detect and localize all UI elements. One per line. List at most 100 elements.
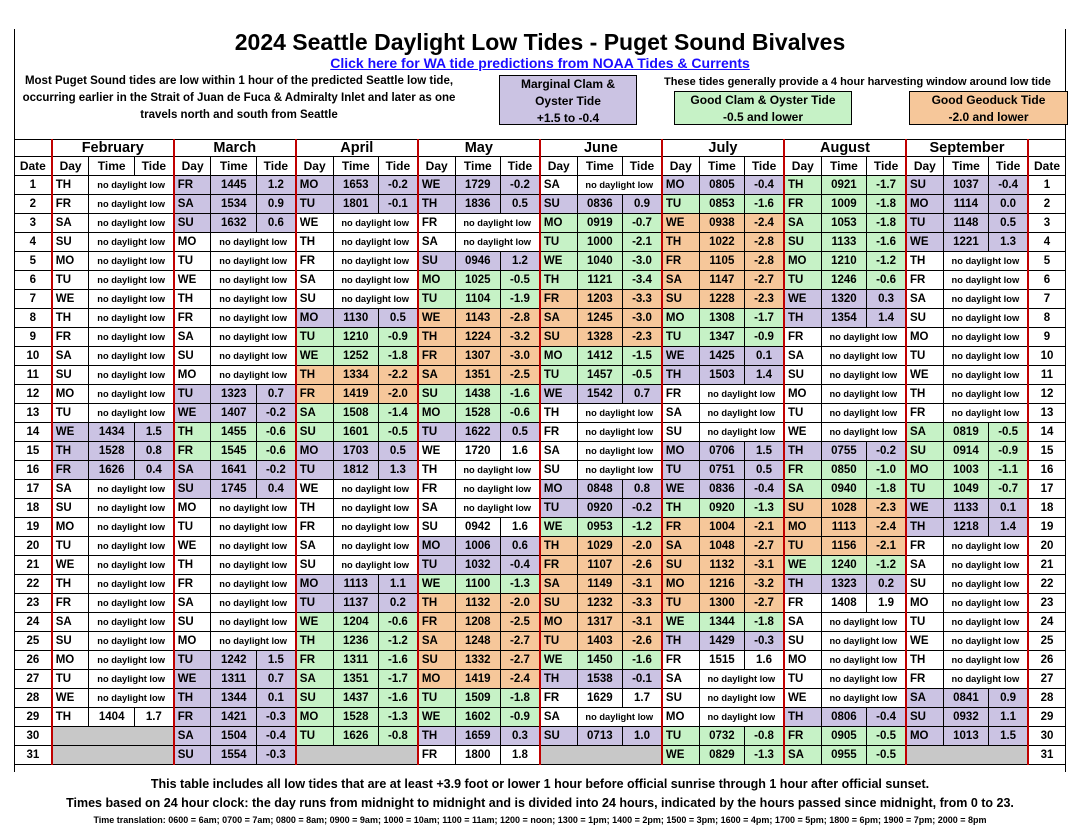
no-daylight-low-cell: no daylight low bbox=[88, 365, 175, 385]
month-header: May bbox=[416, 139, 541, 157]
tide-timing-note: Most Puget Sound tides are low within 1 … bbox=[22, 75, 456, 121]
day-cell: TU bbox=[294, 194, 334, 214]
time-cell: 0920 bbox=[698, 498, 746, 518]
tide-height-cell: 0.1 bbox=[255, 688, 297, 708]
table-row: 3 SA no daylight low SU 1632 0.6 WE no daylight… bbox=[13, 213, 1067, 233]
day-cell: MO bbox=[782, 251, 822, 271]
time-cell: 1245 bbox=[576, 308, 624, 328]
no-daylight-low-cell: no daylight low bbox=[210, 574, 297, 594]
tide-height-cell: 1.5 bbox=[255, 650, 297, 670]
legend-marginal-line1: Marginal Clam & bbox=[520, 77, 616, 91]
no-daylight-low-cell: no daylight low bbox=[210, 555, 297, 575]
no-daylight-low-cell: no daylight low bbox=[942, 631, 1029, 651]
day-cell: SU bbox=[904, 175, 944, 195]
tide-column-header: Tide bbox=[255, 156, 297, 176]
day-cell: TU bbox=[782, 669, 822, 689]
time-cell: 1300 bbox=[698, 593, 746, 613]
day-cell: SU bbox=[538, 460, 578, 480]
table-row: 12 MO no daylight low TU 1323 0.7 FR 1419 -2.0 SU… bbox=[13, 384, 1067, 404]
footer-time-translation: Time translation: 0600 = 6am; 0700 = 7am… bbox=[93, 815, 987, 825]
day-cell: FR bbox=[538, 289, 578, 309]
legend-marginal-range: +1.5 to -0.4 bbox=[536, 111, 600, 125]
tide-height-cell: -1.4 bbox=[377, 403, 419, 423]
tide-height-cell: -2.8 bbox=[744, 251, 785, 271]
tide-height-cell: -3.0 bbox=[622, 308, 663, 328]
day-cell: WE bbox=[660, 479, 700, 499]
day-cell: SA bbox=[172, 726, 212, 746]
date-cell: 15 bbox=[1027, 441, 1067, 461]
tide-height-cell: 0.8 bbox=[133, 441, 175, 461]
time-cell: 1204 bbox=[332, 612, 379, 632]
noaa-tide-link[interactable]: Click here for WA tide predictions from … bbox=[330, 55, 750, 71]
no-daylight-low-cell: no daylight low bbox=[210, 365, 297, 385]
day-cell: TH bbox=[660, 232, 700, 252]
time-cell: 1419 bbox=[454, 669, 502, 689]
day-cell: SU bbox=[660, 555, 700, 575]
day-cell: SA bbox=[50, 213, 90, 233]
tide-height-cell: 0.1 bbox=[744, 346, 785, 366]
time-column-header: Time bbox=[454, 156, 502, 176]
no-daylight-low-cell: no daylight low bbox=[820, 403, 907, 423]
no-daylight-low-cell: no daylight low bbox=[942, 384, 1029, 404]
date-cell: 20 bbox=[1027, 536, 1067, 556]
time-cell: 1218 bbox=[942, 517, 990, 537]
time-cell: 1137 bbox=[332, 593, 379, 613]
no-daylight-low-cell: no daylight low bbox=[820, 650, 907, 670]
time-column-header: Time bbox=[942, 156, 990, 176]
day-cell: SU bbox=[50, 365, 90, 385]
date-cell: 19 bbox=[1027, 517, 1067, 537]
day-cell: TH bbox=[172, 289, 212, 309]
time-cell: 1334 bbox=[332, 365, 379, 385]
table-row: 10 SA no daylight low SU no daylight low WE 12… bbox=[13, 346, 1067, 366]
day-cell: MO bbox=[660, 574, 700, 594]
time-cell: 1800 bbox=[454, 745, 502, 765]
tide-column-header: Tide bbox=[866, 156, 907, 176]
time-cell: 1032 bbox=[454, 555, 502, 575]
no-daylight-low-cell: no daylight low bbox=[820, 384, 907, 404]
day-cell: MO bbox=[416, 669, 456, 689]
day-cell: MO bbox=[294, 574, 334, 594]
tide-height-cell: 1.0 bbox=[622, 726, 663, 746]
time-cell: 1745 bbox=[210, 479, 257, 499]
tide-height-cell: 1.1 bbox=[377, 574, 419, 594]
empty-day-cell bbox=[904, 745, 1029, 765]
day-cell: SU bbox=[538, 327, 578, 347]
no-daylight-low-cell: no daylight low bbox=[88, 612, 175, 632]
tide-height-cell: 0.9 bbox=[255, 194, 297, 214]
month-header: February bbox=[50, 139, 175, 157]
time-cell: 1429 bbox=[698, 631, 746, 651]
time-cell: 1801 bbox=[332, 194, 379, 214]
day-cell: WE bbox=[660, 213, 700, 233]
time-cell: 0836 bbox=[576, 194, 624, 214]
time-cell: 1133 bbox=[942, 498, 990, 518]
tide-height-cell: -2.5 bbox=[500, 365, 541, 385]
day-cell: SU bbox=[416, 384, 456, 404]
no-daylight-low-cell: no daylight low bbox=[332, 289, 419, 309]
time-cell: 1242 bbox=[210, 650, 257, 670]
time-column-header: Time bbox=[820, 156, 868, 176]
time-cell: 0829 bbox=[698, 745, 746, 765]
day-cell: MO bbox=[416, 270, 456, 290]
tide-height-cell: -1.2 bbox=[622, 517, 663, 537]
date-column-header: Date bbox=[1027, 156, 1067, 176]
tide-height-cell: 1.9 bbox=[866, 593, 907, 613]
time-cell: 0905 bbox=[820, 726, 868, 746]
day-cell: TU bbox=[50, 669, 90, 689]
tide-height-cell: -2.6 bbox=[622, 631, 663, 651]
day-cell: TH bbox=[172, 555, 212, 575]
day-cell: SU bbox=[660, 289, 700, 309]
day-cell: MO bbox=[294, 707, 334, 727]
day-cell: SA bbox=[50, 612, 90, 632]
month-header: April bbox=[294, 139, 419, 157]
tide-height-cell: 0.6 bbox=[255, 213, 297, 233]
day-cell: TH bbox=[172, 422, 212, 442]
time-cell: 1455 bbox=[210, 422, 257, 442]
time-column-header: Time bbox=[332, 156, 379, 176]
no-daylight-low-cell: no daylight low bbox=[210, 327, 297, 347]
day-cell: SU bbox=[50, 232, 90, 252]
tide-height-cell: 0.8 bbox=[622, 479, 663, 499]
time-cell: 1307 bbox=[454, 346, 502, 366]
no-daylight-low-cell: no daylight low bbox=[698, 403, 785, 423]
day-cell: TH bbox=[294, 232, 334, 252]
no-daylight-low-cell: no daylight low bbox=[88, 650, 175, 670]
